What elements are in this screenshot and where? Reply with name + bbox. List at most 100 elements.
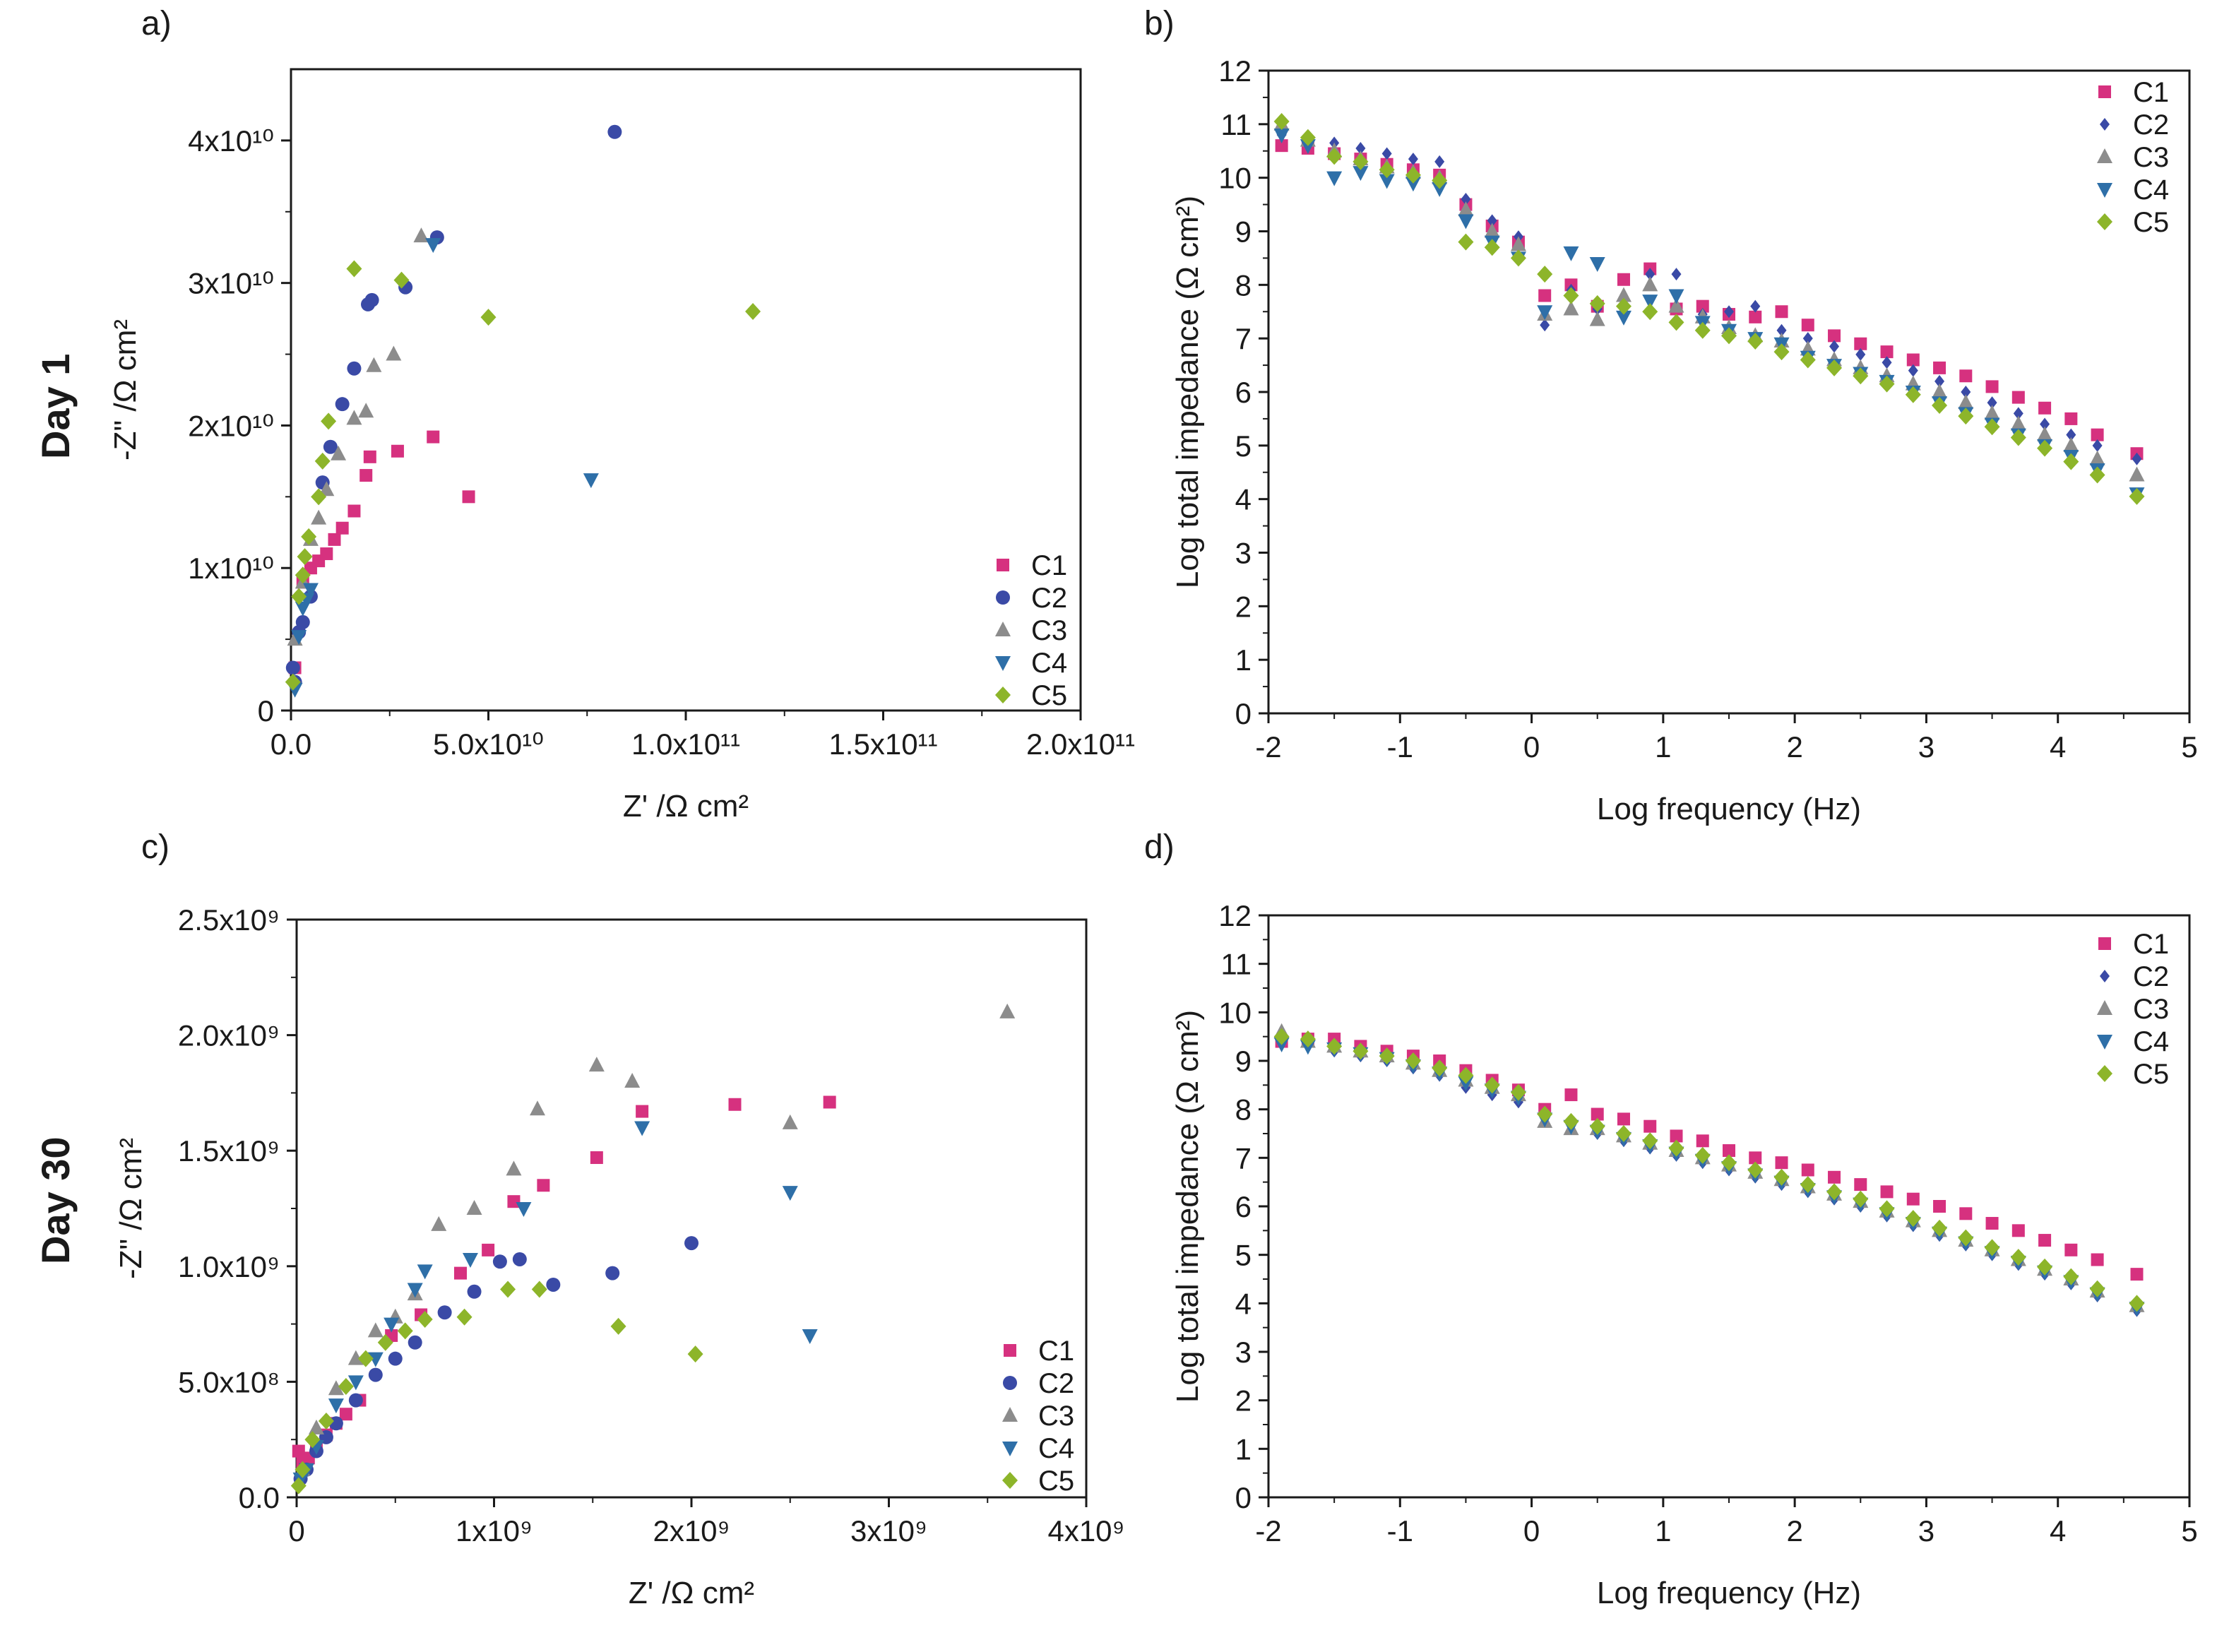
data-point-C5 (480, 309, 497, 326)
data-point-C5 (1537, 266, 1553, 283)
data-point-C5 (1300, 1030, 1316, 1048)
legend-label-C4: C4 (2133, 174, 2169, 206)
data-point-C3 (308, 1419, 324, 1434)
data-point-C2 (2040, 417, 2050, 431)
x-tick-label: 1.5x10¹¹ (828, 727, 937, 761)
data-point-C1 (1906, 353, 1920, 367)
series-C3 (1273, 1023, 2145, 1312)
data-point-C5 (297, 548, 313, 566)
series-C3 (295, 1003, 1016, 1476)
data-point-C5 (1694, 321, 1711, 339)
data-point-C1 (1933, 361, 1946, 374)
data-point-C5 (1563, 287, 1579, 304)
data-point-C2 (295, 614, 310, 629)
data-point-C5 (2037, 1258, 2053, 1276)
data-point-C5 (1932, 396, 1948, 414)
legend-label-C3: C3 (1031, 615, 1067, 646)
data-point-C3 (2089, 450, 2105, 465)
data-point-C5 (500, 1280, 516, 1298)
data-point-C4 (1563, 246, 1579, 261)
data-point-C1 (1564, 1088, 1578, 1102)
y-tick-label: 1.5x10⁹ (178, 1134, 280, 1167)
data-point-C5 (1300, 129, 1316, 146)
data-point-C5 (2010, 1249, 2026, 1266)
data-point-C5 (1379, 1047, 1395, 1065)
legend-label-C5: C5 (1031, 680, 1067, 711)
data-point-C5 (1721, 327, 1737, 345)
legend-marker-C3 (2097, 1000, 2112, 1015)
x-tick-label: 0 (288, 1514, 304, 1547)
data-point-C3 (529, 1100, 545, 1116)
data-point-C2 (2013, 407, 2023, 420)
data-point-C5 (311, 488, 327, 506)
data-point-C2 (512, 1252, 527, 1266)
legend-label-C1: C1 (1038, 1336, 1074, 1367)
data-point-C5 (2063, 1268, 2079, 1285)
y-tick-label: 2 (1235, 1384, 1252, 1418)
data-point-C1 (1749, 1151, 1762, 1165)
data-point-C4 (384, 1317, 400, 1333)
data-point-C3 (624, 1073, 641, 1088)
series-C4 (1273, 129, 2145, 503)
y-tick-label: 11 (1220, 948, 1252, 981)
data-point-C2 (347, 361, 362, 376)
data-point-C1 (462, 490, 475, 504)
x-tick-label: 2 (1786, 730, 1802, 763)
data-point-C5 (357, 1350, 374, 1367)
legend-marker-C4 (1002, 1442, 1018, 1456)
data-point-C4 (1589, 257, 1605, 272)
y-tick-label: 11 (1220, 108, 1252, 141)
data-point-C5 (1537, 1105, 1553, 1123)
data-point-C2 (285, 660, 300, 675)
y-tick-label: 2 (1235, 590, 1252, 623)
data-point-C2 (1381, 147, 1392, 160)
data-point-C2 (1461, 193, 1471, 206)
data-point-C3 (1458, 201, 1474, 217)
data-point-C1 (1538, 289, 1552, 302)
data-point-C2 (1987, 396, 1997, 410)
x-tick-label: -2 (1255, 730, 1281, 763)
legend-label-C2: C2 (1038, 1368, 1074, 1399)
data-point-C5 (1721, 1154, 1737, 1172)
data-point-C5 (1853, 1190, 1869, 1208)
data-point-C3 (413, 227, 429, 243)
data-point-C5 (318, 1413, 334, 1430)
data-point-C4 (302, 583, 319, 598)
legend-label-C5: C5 (2133, 1059, 2169, 1090)
series-C2 (1276, 1035, 2142, 1317)
x-tick-label: 0 (1523, 1514, 1540, 1547)
data-point-C5 (1853, 367, 1869, 385)
data-point-C5 (1984, 418, 2000, 436)
data-point-C3 (999, 1003, 1016, 1018)
data-point-C1 (1880, 345, 1894, 359)
data-point-C3 (588, 1057, 605, 1072)
x-axis-label: Log frequency (Hz) (1597, 1576, 1861, 1610)
legend-label-C2: C2 (1031, 583, 1067, 614)
data-point-C3 (2129, 466, 2145, 482)
data-point-C5 (1615, 1125, 1631, 1142)
data-point-C5 (1747, 332, 1764, 350)
data-point-C3 (1958, 394, 1974, 410)
data-point-C5 (1326, 148, 1343, 165)
y-tick-label: 3 (1235, 537, 1252, 570)
data-point-C1 (1801, 319, 1814, 332)
data-point-C5 (1353, 1042, 1369, 1060)
data-point-C1 (2064, 412, 2078, 425)
data-point-C5 (321, 412, 337, 430)
data-point-C5 (1484, 239, 1500, 256)
legend-marker-C2 (996, 590, 1010, 605)
data-point-C2 (605, 1266, 620, 1280)
data-point-C2 (364, 292, 379, 307)
plot-frame (290, 68, 1082, 712)
legend-marker-C5 (2097, 213, 2112, 230)
panel-letter-d: d) (1144, 828, 1175, 866)
y-tick-label: 10 (1218, 162, 1252, 195)
x-tick-label: -1 (1387, 730, 1413, 763)
data-point-C1 (1775, 1156, 1788, 1170)
x-tick-label: 3 (1918, 730, 1934, 763)
data-point-C2 (1934, 374, 1945, 388)
data-point-C5 (1589, 295, 1605, 312)
data-point-C5 (1879, 375, 1895, 393)
